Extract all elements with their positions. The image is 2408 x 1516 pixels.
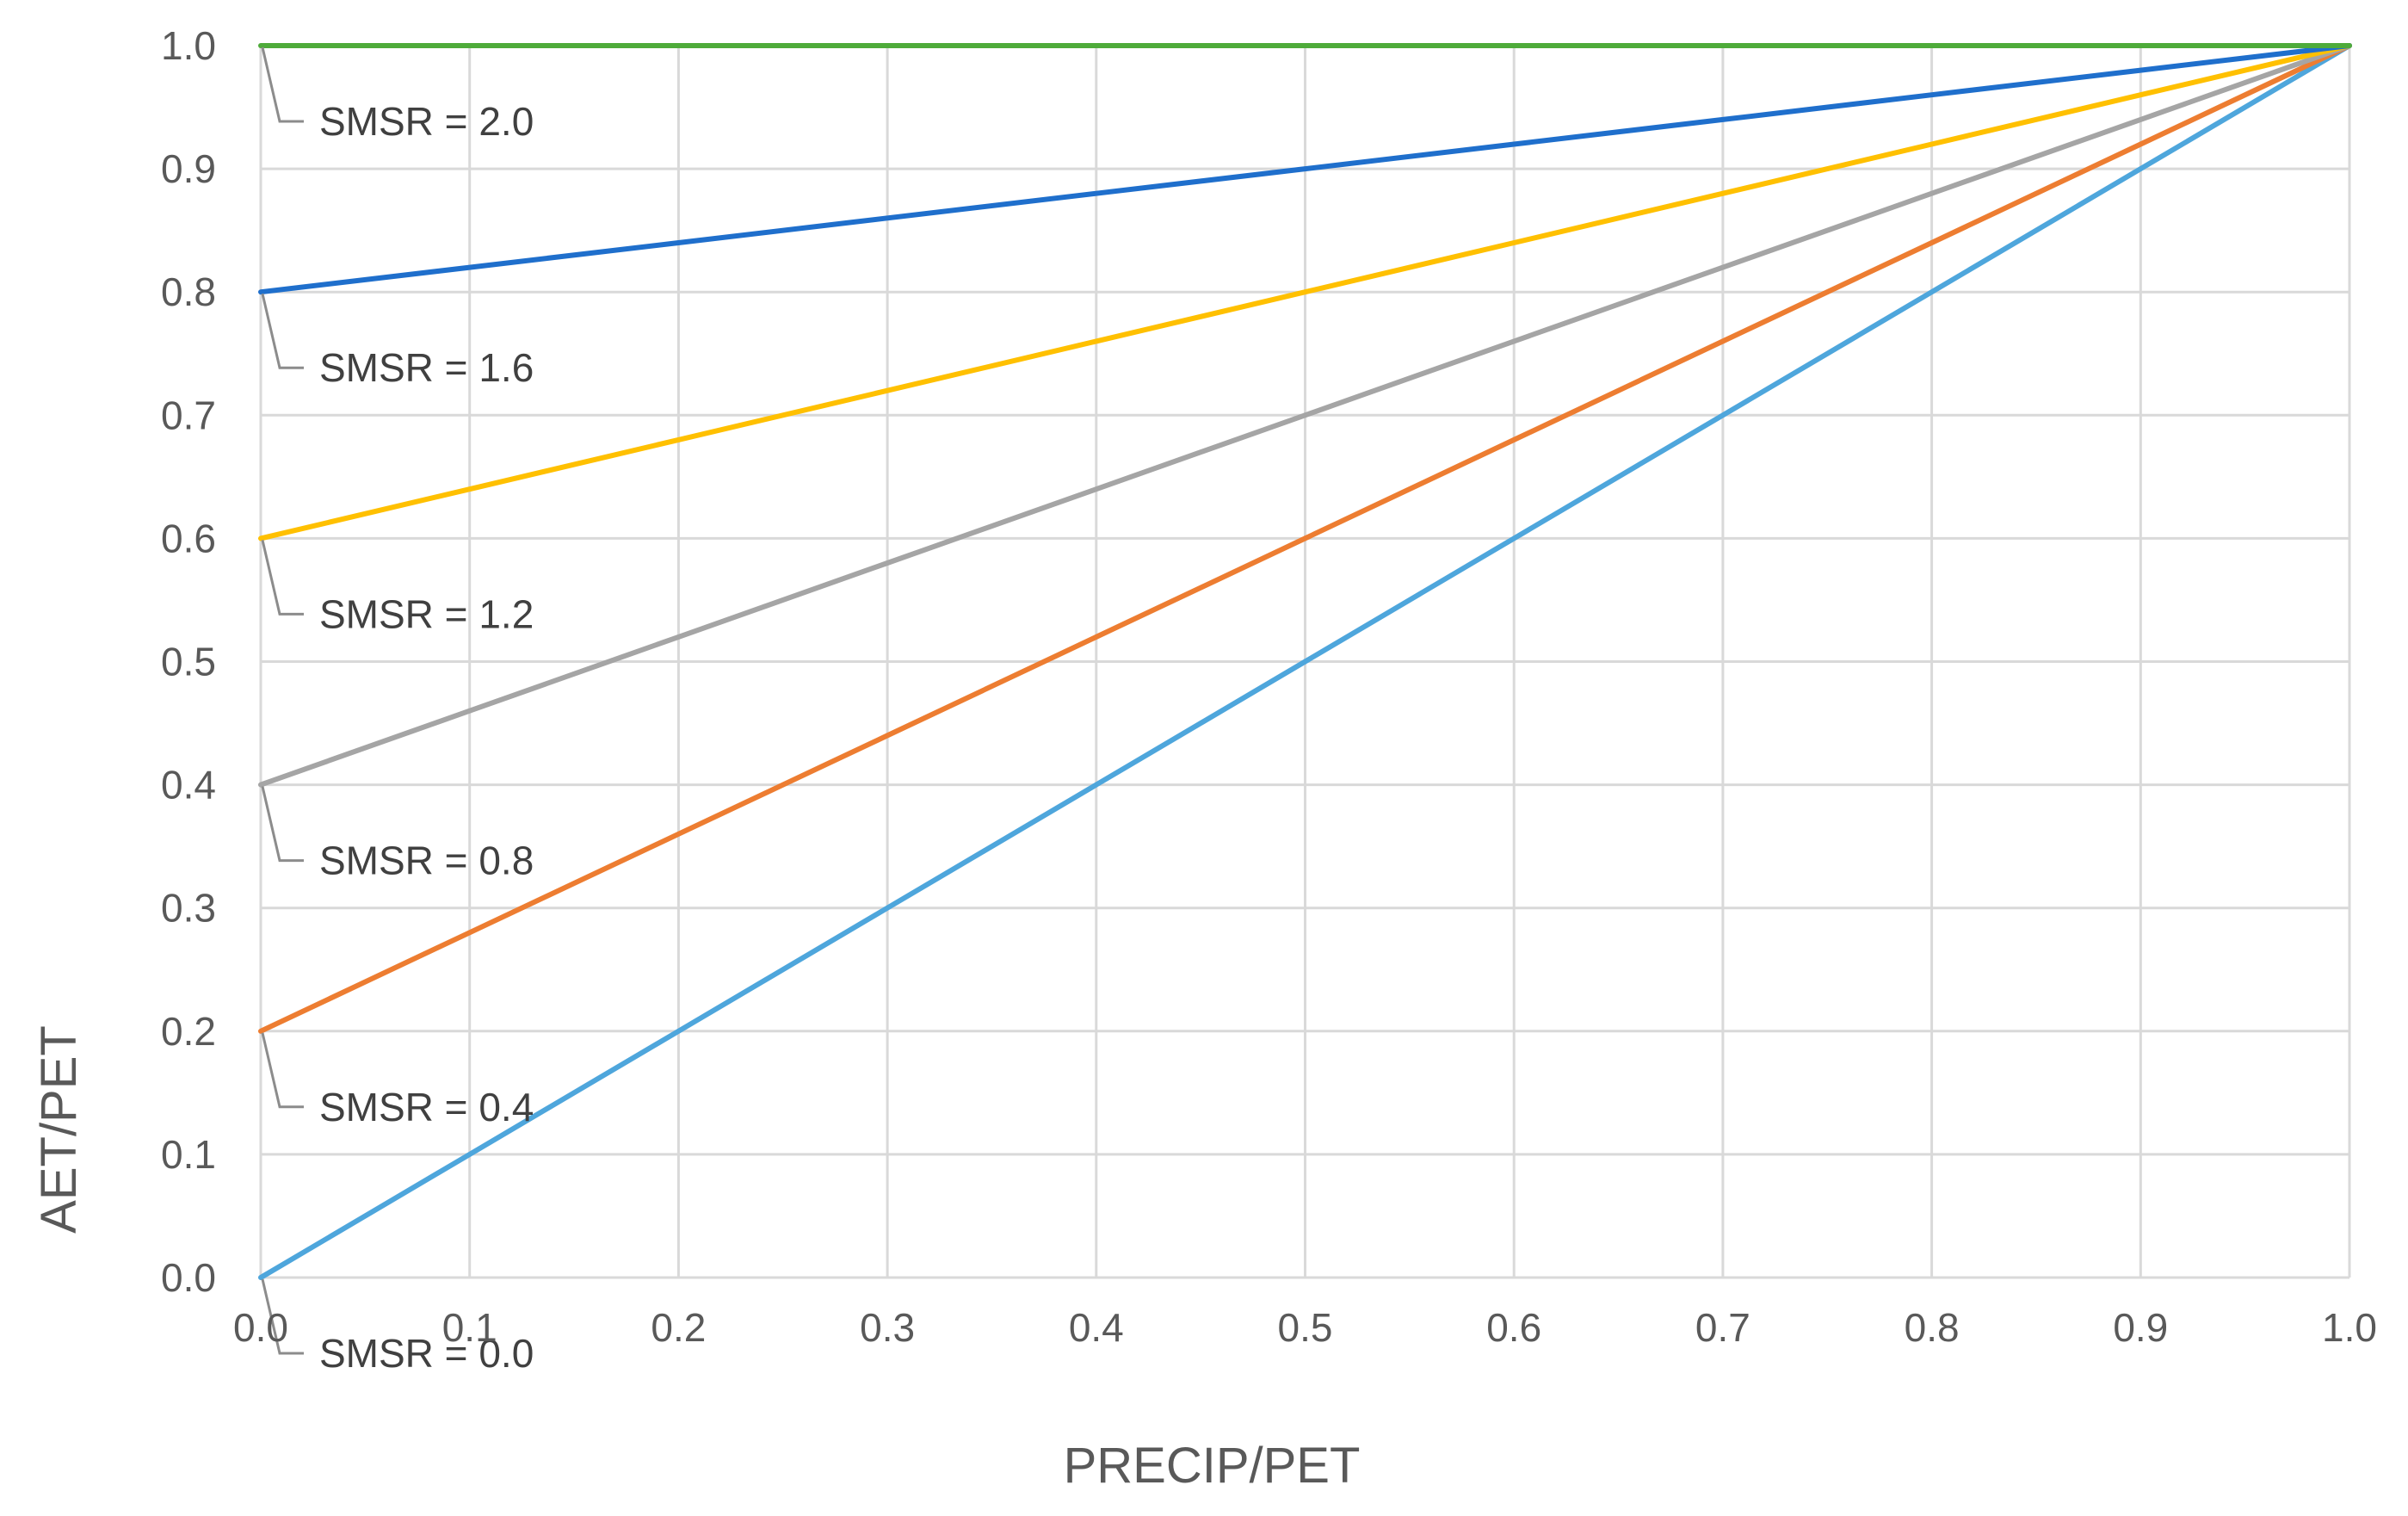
annotation-leader [261,1032,304,1109]
annotation-leader [261,1278,304,1355]
y-tick-label: 0.5 [161,640,216,684]
x-tick-label: 0.1 [442,1305,497,1350]
x-tick-label: 0.5 [1278,1305,1333,1350]
x-tick-label: 0.0 [233,1305,288,1350]
x-axis-title: PRECIP/PET [1064,1438,1361,1494]
tick-layer: 0.0 0.1 0.2 0.3 0.4 0.5 0.6 0.7 0.8 0.9 1.0 0.0 0.1 0… [161,23,2377,1350]
x-tick-label: 0.3 [860,1305,915,1350]
annotation-leader [261,293,304,369]
y-tick-label: 0.1 [161,1132,216,1177]
annotation-label: SMSR = 1.6 [319,345,534,390]
y-tick-label: 1.0 [161,23,216,68]
y-tick-label: 0.9 [161,146,216,191]
x-tick-label: 0.2 [651,1305,706,1350]
annotation-label: SMSR = 2.0 [319,99,534,144]
annotation-leader [261,786,304,863]
x-tick-label: 0.8 [1905,1305,1960,1350]
y-tick-label: 0.4 [161,763,216,808]
annotation-leader [261,46,304,123]
x-tick-label: 0.6 [1486,1305,1541,1350]
y-tick-label: 0.6 [161,516,216,560]
series-line-1 [258,43,2352,1280]
series-line-5 [258,43,2352,295]
annotation-label: SMSR = 0.4 [319,1085,534,1129]
annotation-layer: SMSR = 2.0 SMSR = 1.6 SMSR = 1.2 SMSR = 0.8… [261,46,534,1376]
series-line-3 [258,43,2352,788]
y-tick-label: 0.0 [161,1255,216,1300]
y-tick-label: 0.7 [161,393,216,437]
y-tick-label: 0.8 [161,269,216,314]
annotation-label: SMSR = 0.0 [319,1331,534,1376]
annotation-label: SMSR = 1.2 [319,591,534,636]
y-tick-label: 0.2 [161,1009,216,1054]
annotation-label: SMSR = 0.8 [319,838,534,883]
series-line-2 [258,43,2352,1034]
y-axis-title: AET/PET [31,1025,87,1234]
series-line-4 [258,43,2352,541]
x-tick-label: 0.7 [1695,1305,1750,1350]
x-tick-label: 0.9 [2113,1305,2168,1350]
x-tick-label: 1.0 [2322,1305,2377,1350]
annotation-leader [261,540,304,616]
y-tick-label: 0.3 [161,886,216,931]
series-layer [258,43,2352,1280]
x-tick-label: 0.4 [1069,1305,1124,1350]
